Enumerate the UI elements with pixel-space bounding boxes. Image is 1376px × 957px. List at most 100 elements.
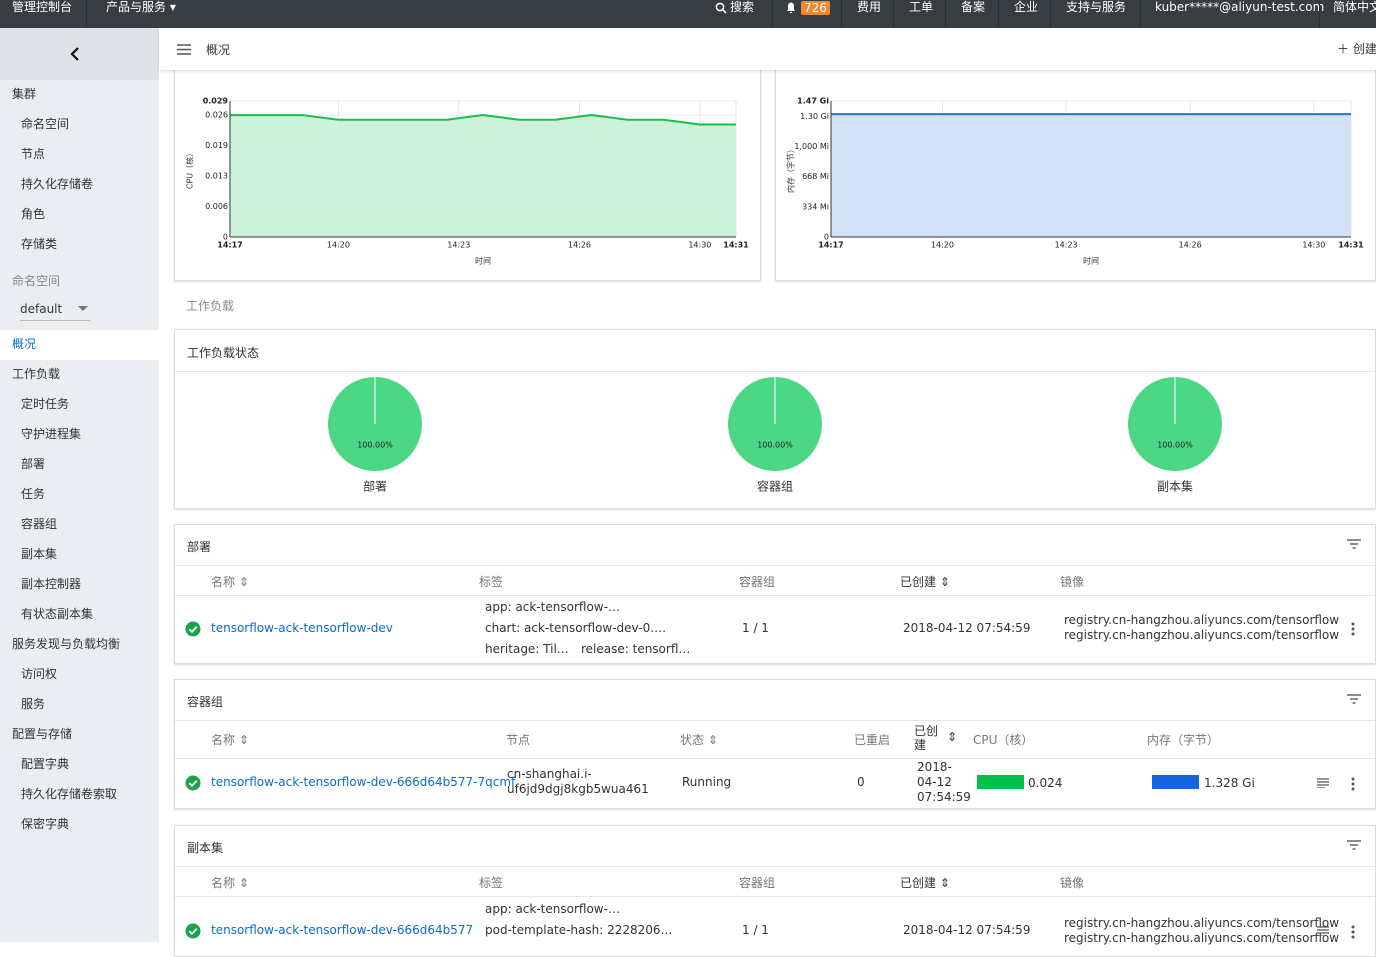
collapse-bar[interactable] [0, 28, 159, 80]
nav-group[interactable]: 配置与存储 [12, 727, 73, 741]
nav-item[interactable]: 角色 [21, 207, 46, 221]
created-time: 2018-04-12 07:54:59 [903, 923, 1031, 937]
column-label: 名称 [211, 733, 236, 747]
deployments-card: 部署 名称 ⇕ 标签 容器组 已创建 ⇕ 镜像 tensorflow-ack-t… [174, 524, 1376, 664]
label-chip: chart: ack-tensorflow-dev-0.… [485, 621, 667, 635]
select-underline [20, 320, 90, 321]
filter-icon[interactable] [1347, 840, 1361, 850]
y-tick-label: 668 Mi [802, 172, 829, 181]
nav-link[interactable]: 企业 [1014, 0, 1039, 14]
nav-item[interactable]: 守护进程集 [21, 427, 82, 441]
nav-item[interactable]: 服务 [21, 697, 46, 711]
column-label: 名称 [211, 876, 236, 890]
column-label: 状态 [680, 733, 705, 747]
create-label: 创建 [1352, 42, 1376, 56]
nav-item[interactable]: 访问权 [21, 667, 58, 681]
card-title: 工作负载状态 [187, 346, 260, 360]
nav-item[interactable]: 节点 [21, 147, 46, 161]
x-tick-label: 14:17 [217, 241, 242, 250]
products-menu[interactable]: 产品与服务 ▾ [106, 0, 176, 14]
notification-badge[interactable]: 726 [801, 1, 830, 15]
column-header: 镜像 [1060, 876, 1085, 890]
nav-item[interactable]: 副本集 [21, 547, 58, 561]
filter-icon[interactable] [1347, 539, 1361, 549]
nav-item-active[interactable]: 概况 [12, 337, 37, 351]
column-header[interactable]: 名称 ⇕ [211, 733, 249, 747]
pie-value-label: 100.00% [357, 441, 393, 450]
column-header[interactable]: 已创建 ⇕ [900, 876, 950, 890]
x-tick-label: 14:26 [568, 241, 591, 250]
column-header[interactable]: 已创建 ⇕ [900, 575, 950, 589]
cpu-usage: 0.024 [1028, 776, 1063, 790]
label-chip: heritage: Til… [485, 642, 569, 656]
bell-icon[interactable] [786, 2, 796, 14]
pods-card: 容器组 名称 ⇕ 节点 状态 ⇕ 已重启 已创建 ⇕ CPU（核） 内存（字节）… [174, 679, 1376, 809]
node: cn-shanghai.i-uf6jd9dgj8kgb5wua461 [507, 767, 649, 796]
create-button[interactable]: ＋ 创建 [1337, 42, 1376, 56]
x-tick-label: 14:26 [1179, 241, 1202, 250]
namespace-label: 命名空间 [12, 274, 61, 288]
sort-icon[interactable]: ⇕ [947, 730, 958, 744]
area-fill [831, 114, 1351, 237]
replicaset-link[interactable]: tensorflow-ack-tensorflow-dev-666d64b577 [211, 923, 474, 937]
namespace-select[interactable]: default [20, 302, 63, 316]
y-tick-label: 0 [824, 233, 829, 242]
console-link[interactable]: 管理控制台 [12, 0, 73, 14]
card-title: 部署 [187, 540, 212, 554]
language[interactable]: 简体中文 [1333, 0, 1376, 14]
nav-link[interactable]: 支持与服务 [1066, 0, 1127, 14]
search[interactable]: 搜索 [730, 0, 755, 14]
nav-item[interactable]: 持久化存储卷 [21, 177, 94, 191]
x-axis-label: 时间 [1083, 256, 1099, 266]
pie-label: 副本集 [1157, 479, 1193, 494]
nav-item[interactable]: 有状态副本集 [21, 607, 94, 621]
column-header[interactable]: 状态 ⇕ [680, 733, 718, 747]
nav-item[interactable]: 持久化存储卷索取 [21, 787, 118, 801]
menu-icon[interactable] [177, 44, 191, 55]
logs-icon[interactable] [1317, 926, 1329, 936]
nav-item[interactable]: 存储类 [21, 237, 58, 251]
column-header[interactable]: 名称 ⇕ [211, 876, 249, 890]
y-tick-label: 1.47 Gi [797, 97, 829, 106]
x-tick-label: 14:23 [447, 241, 470, 250]
top-bar: 管理控制台 产品与服务 ▾ 搜索 726 费用 工单 备案 企业 支持与服务 k… [0, 0, 1376, 28]
nav-item[interactable]: 命名空间 [21, 117, 70, 131]
column-header[interactable]: 名称 ⇕ [211, 575, 249, 589]
nav-link[interactable]: 工单 [909, 0, 934, 14]
restarts: 0 [857, 775, 865, 789]
nav-item[interactable]: 部署 [21, 457, 46, 471]
more-menu[interactable] [1351, 777, 1355, 791]
x-tick-label: 14:30 [1302, 241, 1325, 250]
column-header: 标签 [479, 575, 504, 589]
nav-item[interactable]: 任务 [21, 487, 46, 501]
nav-group[interactable]: 服务发现与负载均衡 [12, 637, 121, 651]
active-item-bg [0, 330, 159, 360]
nav-link[interactable]: 费用 [857, 0, 882, 14]
more-menu[interactable] [1351, 925, 1355, 939]
nav-link[interactable]: 备案 [961, 0, 986, 14]
y-tick-label: 0.006 [205, 202, 228, 211]
pie-label: 容器组 [757, 479, 793, 494]
area-fill [230, 115, 736, 237]
deployment-link[interactable]: tensorflow-ack-tensorflow-dev [211, 621, 393, 635]
nav-item[interactable]: 副本控制器 [21, 577, 82, 591]
nav-item[interactable]: 定时任务 [21, 397, 70, 411]
memory-usage: 1.328 Gi [1204, 776, 1255, 790]
more-menu[interactable] [1351, 622, 1355, 636]
nav-item[interactable]: 保密字典 [21, 817, 70, 831]
nav-group[interactable]: 工作负载 [12, 367, 61, 381]
y-tick-label: 0.013 [205, 172, 228, 181]
pod-link[interactable]: tensorflow-ack-tensorflow-dev-666d64b577… [211, 775, 516, 789]
column-header[interactable]: 已创建 [914, 724, 939, 752]
nav-group[interactable]: 集群 [12, 87, 37, 101]
nav-item[interactable]: 配置字典 [21, 757, 70, 771]
image: registry.cn-hangzhou.aliyuncs.com/tensor… [1064, 628, 1340, 642]
x-tick-label: 14:31 [723, 241, 749, 250]
nav-item[interactable]: 容器组 [21, 517, 58, 531]
logs-icon[interactable] [1317, 778, 1329, 788]
filter-icon[interactable] [1347, 694, 1361, 704]
x-tick-label: 14:20 [327, 241, 350, 250]
replicasets-card: 副本集 名称 ⇕ 标签 容器组 已创建 ⇕ 镜像 tensorflow-ack-… [174, 825, 1376, 957]
user-account[interactable]: kuber*****@aliyun-test.com [1155, 0, 1325, 14]
